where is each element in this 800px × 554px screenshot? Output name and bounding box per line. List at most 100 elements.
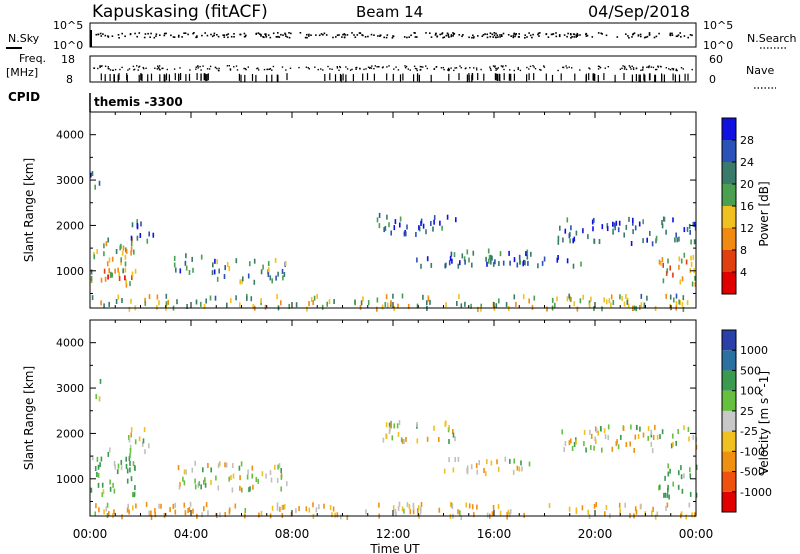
echo-cell [139, 233, 142, 238]
noise-point [633, 32, 636, 34]
freq-point [621, 67, 623, 69]
echo-cell [473, 512, 475, 518]
noise-point [461, 35, 463, 38]
freq-point [305, 66, 308, 68]
echo-cell [200, 484, 202, 490]
echo-cell [678, 470, 680, 476]
noise-point [373, 34, 375, 36]
freq-label: Freq. [19, 52, 46, 65]
freq-point [646, 66, 648, 68]
nsky-label: N.Sky [8, 32, 40, 45]
noise-point [213, 32, 216, 35]
freq-point [503, 68, 505, 71]
noise-point [258, 33, 261, 35]
nave-bar [623, 73, 625, 80]
freq-point [162, 67, 164, 70]
echo-cell [310, 296, 313, 302]
echo-cell [466, 465, 469, 471]
echo-cell [129, 444, 132, 450]
echo-cell [485, 471, 487, 477]
freq-point [218, 67, 220, 70]
freq-point [132, 65, 135, 68]
x-tick-label: 00:00 [73, 527, 108, 541]
echo-cell [417, 508, 419, 513]
echo-cell [390, 423, 392, 429]
echo-cell [281, 505, 284, 510]
echo-cell [665, 229, 667, 235]
freq-point [513, 69, 515, 72]
echo-cell [128, 456, 131, 461]
echo-cell [616, 439, 618, 445]
echo-cell [459, 260, 461, 266]
noise-point [299, 32, 302, 34]
nave-bar [648, 73, 651, 81]
echo-cell [452, 432, 455, 438]
echo-cell [623, 301, 626, 307]
freq-point [161, 67, 163, 70]
echo-cell [283, 272, 286, 277]
echo-cell [620, 434, 622, 440]
nave-bar [684, 73, 686, 81]
noise-point [362, 34, 364, 37]
echo-cell [188, 270, 191, 275]
noise-point [643, 36, 646, 39]
echo-cell [113, 460, 116, 466]
echo-cell [490, 259, 492, 265]
echo-cell [412, 505, 415, 511]
noise-point [514, 35, 516, 38]
nave-bar [386, 73, 388, 81]
noise-point [489, 32, 492, 34]
colorbar-segment [722, 451, 736, 472]
noise-point [343, 33, 346, 35]
noise-point [648, 34, 651, 36]
freq-point [154, 67, 156, 69]
noise-point [442, 36, 444, 39]
colorbar-segment [722, 390, 736, 411]
echo-cell [92, 455, 94, 461]
noise-point [196, 35, 198, 37]
colorbar-segment [722, 250, 736, 272]
echo-cell [127, 503, 129, 509]
noise-point [104, 34, 107, 37]
noise-point [472, 34, 474, 37]
echo-cell [281, 268, 284, 274]
echo-cell [619, 294, 621, 300]
noise-point [671, 32, 673, 35]
noise-point [353, 34, 355, 36]
freq-point [459, 65, 461, 67]
freq-point [243, 67, 245, 70]
freq-point [370, 67, 373, 69]
nave-bar [594, 73, 596, 81]
echo-cell [184, 260, 187, 266]
noise-point [676, 35, 679, 37]
noise-point [439, 33, 441, 36]
freq-point [112, 69, 114, 71]
freq-point [630, 68, 632, 70]
echo-cell [130, 298, 132, 304]
noise-point [379, 35, 381, 37]
echo-cell [100, 277, 103, 283]
noise-point [435, 32, 437, 35]
echo-cell [378, 212, 381, 218]
echo-cell [367, 300, 370, 306]
echo-cell [382, 437, 385, 443]
echo-cell [148, 294, 151, 300]
nave-bar [200, 73, 202, 81]
freq-point [157, 65, 159, 67]
echo-cell [130, 432, 132, 438]
freq-point [604, 67, 606, 69]
echo-cell [427, 296, 430, 302]
freq-point [676, 69, 678, 72]
freq-point [369, 67, 371, 69]
noise-point [269, 36, 272, 39]
freq-point [345, 66, 347, 68]
echo-cell [215, 475, 217, 481]
echo-cell [129, 448, 132, 453]
echo-cell [618, 220, 621, 226]
noise-point [107, 35, 109, 37]
echo-cell [680, 465, 682, 471]
noise-point [537, 32, 540, 35]
echo-cell [295, 302, 298, 308]
echo-cell [494, 259, 496, 265]
freq-point [156, 68, 158, 70]
